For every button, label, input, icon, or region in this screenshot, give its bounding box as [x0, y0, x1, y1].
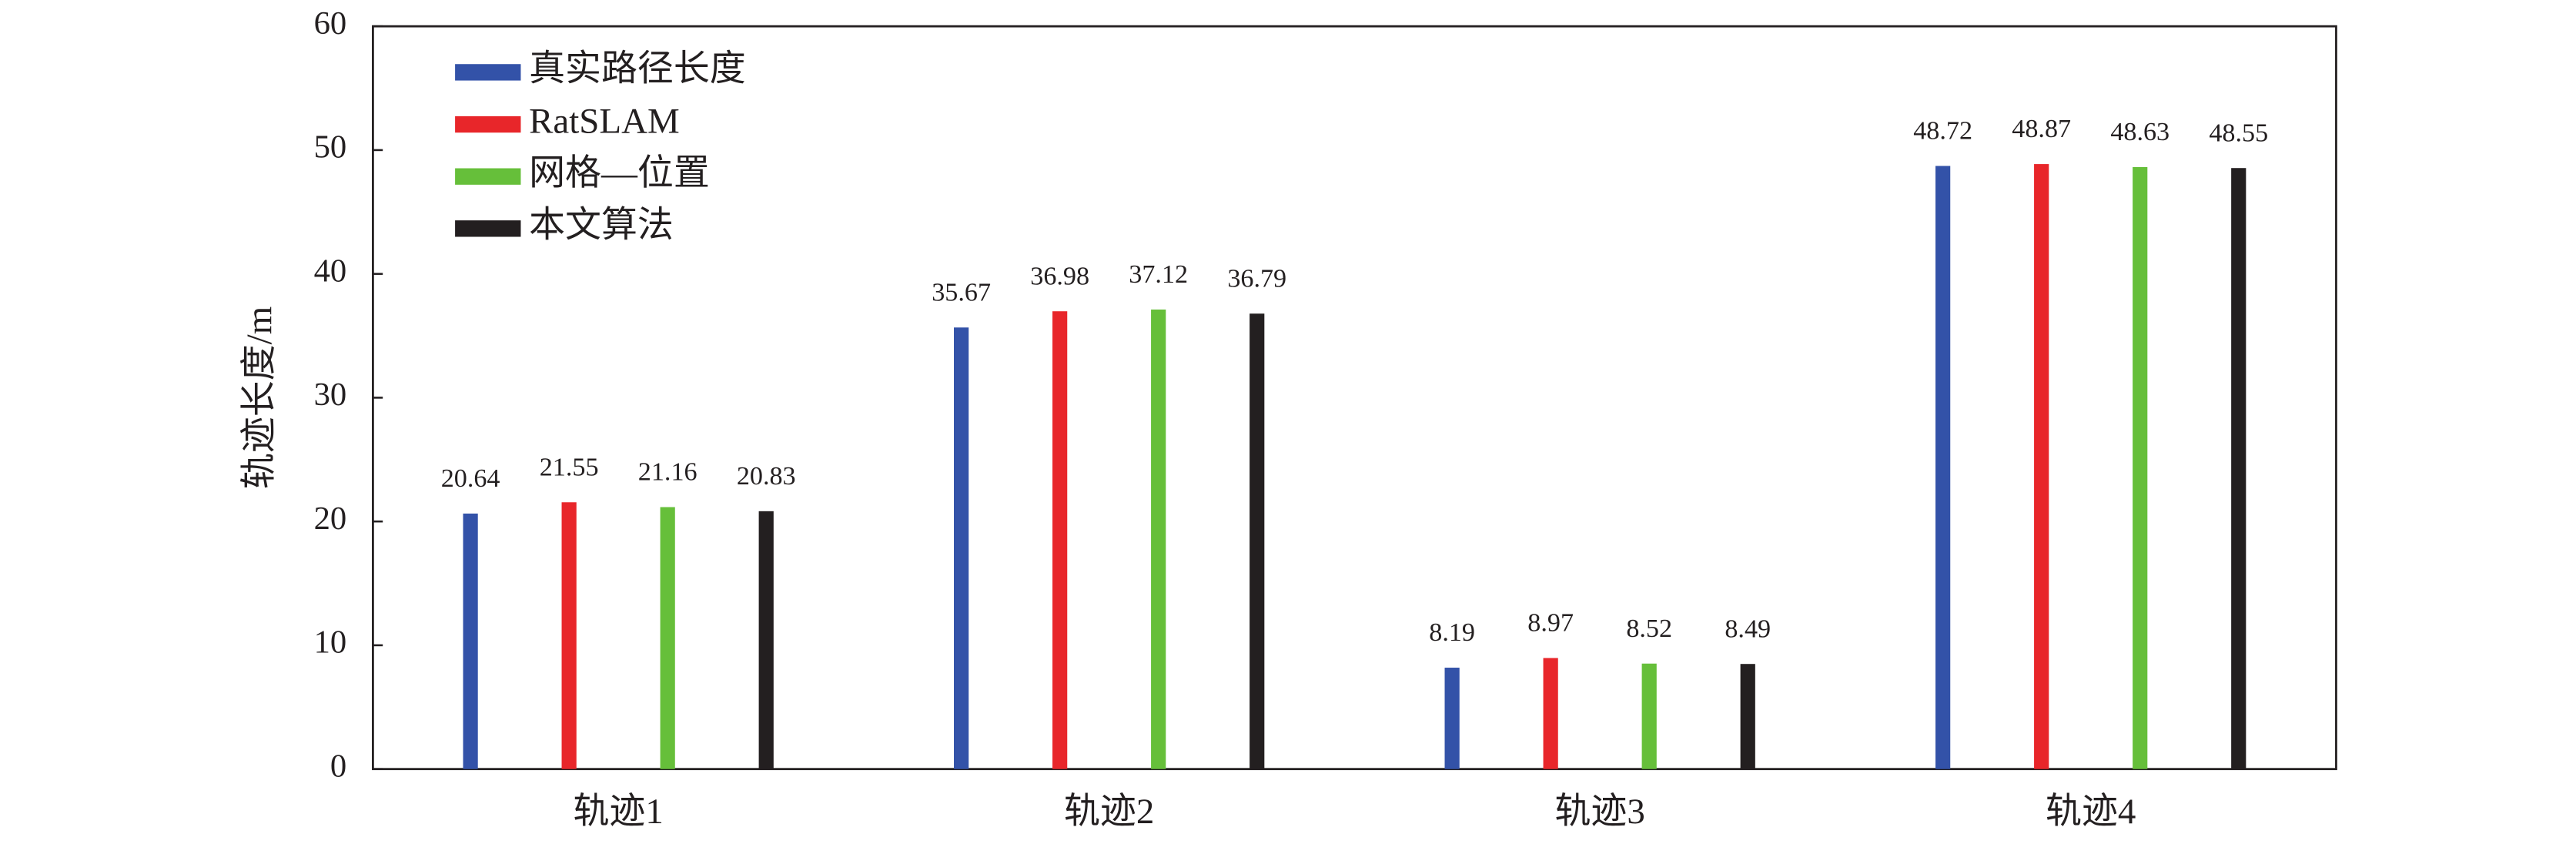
legend-swatch [455, 168, 521, 185]
value-label: 48.87 [2012, 115, 2071, 143]
value-label: 21.16 [638, 458, 698, 487]
x-tick-label: 轨迹2 [1064, 792, 1154, 832]
y-tick-label: 0 [330, 748, 346, 784]
value-label: 8.52 [1626, 615, 1672, 643]
bar [1444, 668, 1460, 769]
bar [1641, 663, 1657, 769]
bar [2231, 168, 2246, 769]
bar [1052, 311, 1068, 769]
value-label: 36.98 [1030, 262, 1089, 290]
y-axis-label: 轨迹长度/m [239, 306, 279, 489]
bar [1740, 664, 1755, 769]
value-label: 20.64 [441, 464, 500, 493]
y-tick-label: 20 [314, 501, 347, 537]
value-label: 37.12 [1129, 260, 1188, 289]
x-tick-label: 轨迹1 [573, 792, 663, 832]
bar [660, 507, 675, 769]
y-tick-label: 60 [314, 5, 347, 42]
value-label: 48.55 [2209, 119, 2268, 147]
legend-swatch [455, 116, 521, 133]
x-tick-label: 轨迹3 [1555, 792, 1645, 832]
bar [561, 502, 577, 769]
legend-label: 真实路径长度 [529, 49, 746, 89]
value-label: 36.79 [1227, 264, 1286, 293]
value-label: 8.97 [1527, 609, 1574, 638]
y-tick-label: 30 [314, 377, 347, 413]
bar [2133, 166, 2148, 769]
bar [954, 327, 969, 769]
bar [1543, 658, 1558, 769]
legend-label: 本文算法 [529, 206, 674, 246]
legend-swatch [455, 220, 521, 237]
x-tick-label: 轨迹4 [2046, 792, 2136, 832]
value-label: 48.63 [2110, 118, 2170, 146]
bar [758, 511, 774, 769]
value-label: 20.83 [737, 462, 796, 491]
legend-swatch [455, 64, 521, 81]
bar [1935, 166, 1951, 769]
value-label: 48.72 [1913, 117, 1972, 146]
value-label: 21.55 [540, 453, 599, 481]
bar [1250, 313, 1265, 769]
legend-label: 网格—位置 [529, 153, 710, 193]
bar [2034, 164, 2049, 769]
value-label: 8.19 [1429, 618, 1475, 647]
bar [463, 513, 478, 769]
y-tick-label: 50 [314, 129, 347, 166]
y-tick-label: 40 [314, 253, 347, 289]
legend-label: RatSLAM [529, 101, 680, 141]
value-label: 8.49 [1725, 615, 1771, 643]
y-tick-label: 10 [314, 625, 347, 661]
value-label: 35.67 [932, 278, 991, 306]
bar [1151, 309, 1166, 769]
